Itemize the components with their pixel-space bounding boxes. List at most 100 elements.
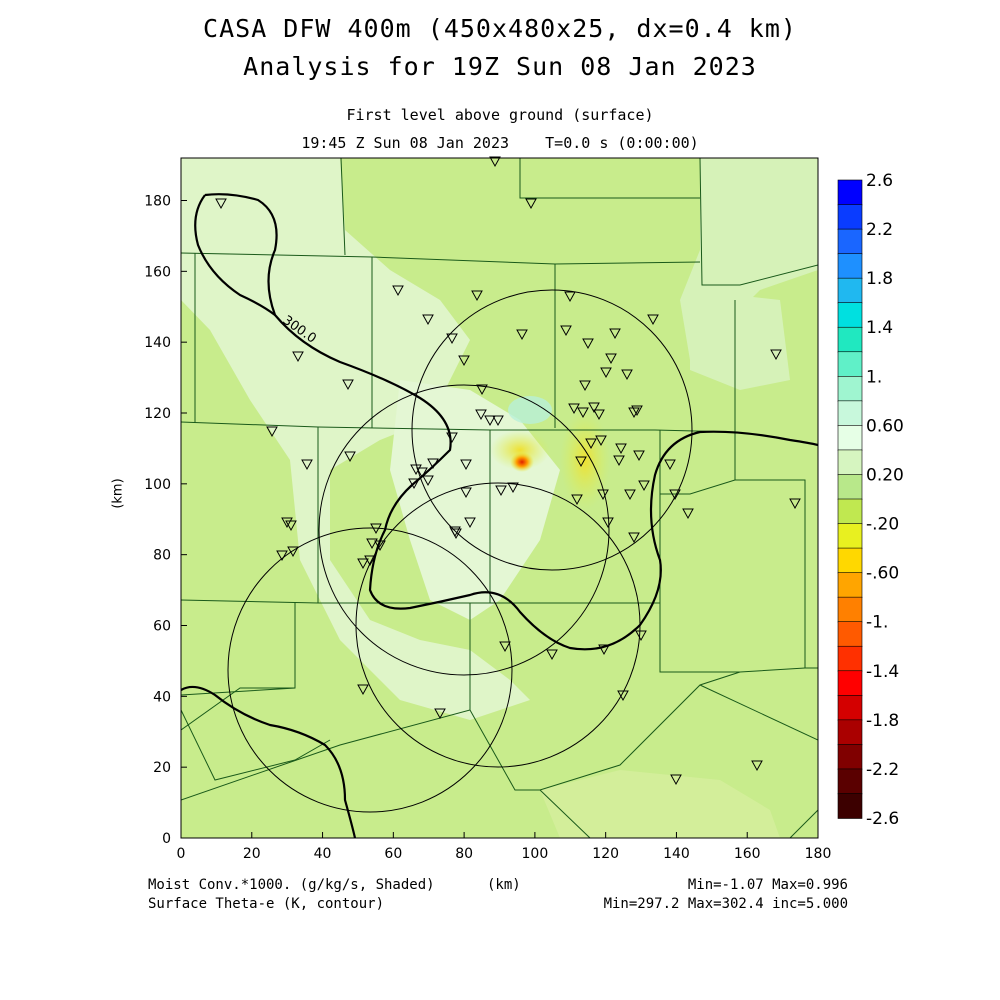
station-marker-icon [597,489,609,501]
y-tick-label: 120 [144,406,171,422]
x-tick-label: 100 [522,846,549,862]
x-tick-label: 80 [455,846,473,862]
station-marker-icon [613,455,625,467]
x-tick-label: 160 [734,846,761,862]
x-tick-label: 120 [592,846,619,862]
station-marker-icon [499,641,511,653]
colorbar-swatch [837,204,863,230]
title-line-1: CASA DFW 400m (450x480x25, dx=0.4 km) [203,14,797,43]
y-tick-label: 160 [144,264,171,280]
station-marker-icon [484,415,496,427]
colorbar-swatch [837,572,863,598]
station-marker-icon [476,384,488,396]
colorbar-swatch [837,719,863,746]
station-marker-icon [301,459,313,471]
title-line-2: Analysis for 19Z Sun 08 Jan 2023 [243,52,757,81]
y-tick-label: 60 [153,619,171,635]
colorbar-swatch [837,425,863,451]
colorbar-label: 0.60 [866,416,904,436]
station-marker-icon [410,464,422,476]
map-field [181,158,818,838]
station-marker-icon [266,426,278,438]
colorbar-label: -1. [866,613,888,633]
station-marker-icon [628,532,640,544]
colorbar-swatch [837,228,863,255]
station-marker-icon [366,538,378,550]
station-marker-icon [495,485,507,497]
station-marker-icon [571,494,583,506]
station-marker-icon [598,644,610,656]
x-axis: 0 20 40 60 80 100 120 140 160 180 [177,832,832,862]
convergence-yellow-area-2 [490,430,550,470]
station-marker-icon [669,489,681,501]
station-marker-icon [357,558,369,570]
station-marker-icon [446,333,458,345]
station-marker-icon [633,450,645,462]
station-marker-icon [525,198,537,210]
colorbar-swatch [837,547,863,574]
colorbar-label: 2.2 [866,220,893,240]
station-marker-icon [492,415,504,427]
station-marker-icon [464,517,476,529]
station-marker-icon [276,550,288,562]
colorbar-swatch [837,326,863,353]
x-tick-label: 180 [805,846,832,862]
station-marker-icon [416,467,428,479]
station-marker-icon [628,407,640,419]
colorbar-swatch [837,449,863,476]
x-axis-unit: (km) [487,877,521,893]
station-marker-icon [631,405,643,417]
colorbar-swatch [837,277,863,304]
station-marker-icon [770,349,782,361]
colorbar-swatch [837,498,863,525]
station-marker-icon [281,517,293,529]
y-tick-label: 100 [144,477,171,493]
station-marker-icon [446,432,458,444]
station-marker-icon [682,508,694,520]
colorbar-swatch [837,768,863,795]
station-marker-icon [593,409,605,421]
convergence-yellow-area [560,410,610,510]
colorbar-swatch [837,474,863,500]
station-marker-icon [292,351,304,363]
colorbar-swatch [837,645,863,672]
y-tick-label: 20 [153,760,171,776]
station-marker-icon [342,379,354,391]
y-axis: 0 20 40 60 80 100 120 140 160 180 [144,194,187,847]
station-marker-icon [560,325,572,337]
station-marker-icon [546,649,558,661]
x-tick-label: 40 [314,846,332,862]
theta-e-contour [181,193,818,838]
colorbar-label: 1. [866,367,882,387]
colorbar-label: 0.20 [866,465,904,485]
station-marker-icon [575,456,587,468]
x-tick-label: 20 [243,846,261,862]
station-marker-icon [617,690,629,702]
station-marker-icon [392,285,404,297]
station-marker-icon [564,291,576,303]
colorbar-label: -.20 [866,515,899,535]
station-marker-icon [458,355,470,367]
colorbar-label: -2.6 [866,809,899,829]
station-markers [215,156,801,786]
light-region-bottom [540,770,780,838]
station-marker-icon [344,451,356,463]
colorbar-swatch [837,253,863,279]
footer-shade-range: Min=-1.07 Max=0.996 [687,877,848,893]
station-marker-icon [588,402,600,414]
colorbar: 2.6 2.2 1.8 1.4 1. 0.60 0.20 -.20 -.60 -1. -1.4 -1.… [837,171,904,829]
county-boundaries [181,158,818,838]
colorbar-label: 1.4 [866,318,893,338]
station-marker-icon [789,498,801,510]
divergence-cyan-area [508,396,552,424]
y-tick-label: 0 [162,831,171,847]
station-marker-icon [471,290,483,302]
colorbar-swatch [837,621,863,648]
colorbar-swatch [837,523,863,549]
colorbar-swatch [837,400,863,427]
x-tick-label: 140 [663,846,690,862]
station-marker-icon [374,540,386,552]
plot-frame [180,157,819,839]
station-marker-icon [370,523,382,535]
